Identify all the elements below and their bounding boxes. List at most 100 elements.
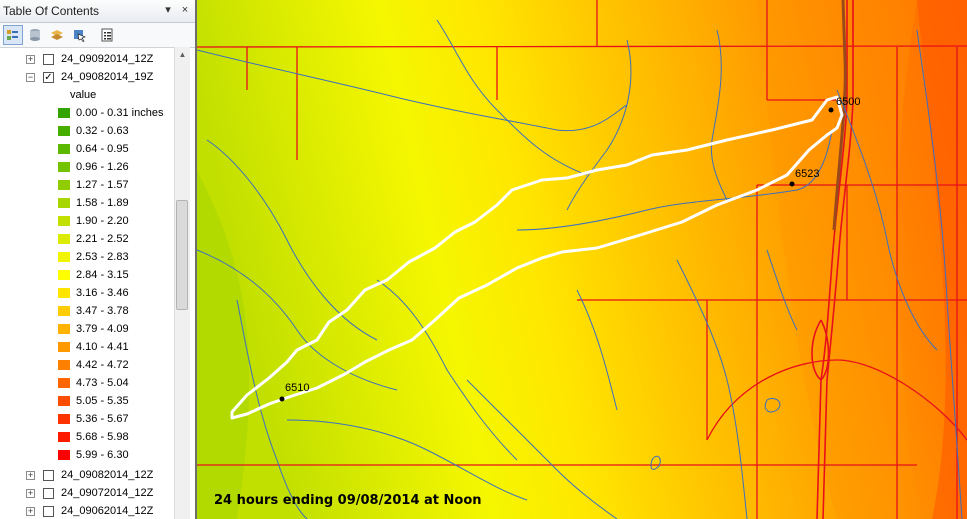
legend-label: 3.16 - 3.46 (76, 287, 129, 299)
legend-item[interactable]: 5.36 - 5.67 (0, 410, 174, 428)
legend-label: 5.68 - 5.98 (76, 431, 129, 443)
layer-visibility-checkbox[interactable] (43, 505, 54, 517)
legend-item[interactable]: 0.64 - 0.95 (0, 140, 174, 158)
legend-item[interactable]: 1.27 - 1.57 (0, 176, 174, 194)
list-by-source-icon[interactable] (25, 25, 45, 45)
map-view[interactable]: 6500 6523 6510 (197, 0, 967, 519)
legend-item[interactable]: 5.05 - 5.35 (0, 392, 174, 410)
expand-icon[interactable]: + (26, 469, 35, 480)
legend-label: 4.42 - 4.72 (76, 359, 129, 371)
legend-swatch[interactable] (58, 108, 70, 118)
layer-visibility-checkbox[interactable]: ✓ (43, 71, 54, 83)
legend-item[interactable]: 5.99 - 6.30 (0, 446, 174, 464)
legend-item[interactable]: 3.79 - 4.09 (0, 320, 174, 338)
legend-swatch[interactable] (58, 270, 70, 280)
expand-icon[interactable]: + (26, 53, 35, 64)
layer-row[interactable]: + 24_09062014_12Z (0, 502, 174, 519)
toc-scrollbar[interactable]: ▲ (174, 47, 190, 519)
legend-swatch[interactable] (58, 234, 70, 244)
list-by-selection-icon[interactable] (69, 25, 89, 45)
legend-swatch[interactable] (58, 450, 70, 460)
legend-item[interactable]: 3.16 - 3.46 (0, 284, 174, 302)
pin-dropdown-icon[interactable]: ▾ (165, 4, 171, 16)
gauge-6510[interactable]: 6510 (279, 382, 310, 402)
toc-toolbar (0, 23, 195, 48)
legend-item[interactable]: 2.84 - 3.15 (0, 266, 174, 284)
layer-name[interactable]: 24_09062014_12Z (61, 505, 154, 517)
expand-icon[interactable]: + (26, 505, 35, 516)
legend-swatch[interactable] (58, 126, 70, 136)
gauge-6500[interactable]: 6500 (828, 96, 861, 113)
legend-item[interactable]: 2.21 - 2.52 (0, 230, 174, 248)
precipitation-band (757, 0, 917, 519)
legend-item[interactable]: 0.96 - 1.26 (0, 158, 174, 176)
legend-swatch[interactable] (58, 252, 70, 262)
legend-item[interactable]: 1.58 - 1.89 (0, 194, 174, 212)
toc-title-bar: Table Of Contents ▾ × (0, 0, 195, 23)
legend-swatch[interactable] (58, 324, 70, 334)
legend-swatch[interactable] (58, 306, 70, 316)
scroll-up-arrow-icon[interactable]: ▲ (178, 50, 187, 59)
legend-swatch[interactable] (58, 432, 70, 442)
list-by-visibility-icon[interactable] (47, 25, 67, 45)
collapse-icon[interactable]: − (26, 71, 35, 82)
layer-row[interactable]: + 24_09082014_12Z (0, 466, 174, 484)
legend-swatch[interactable] (58, 342, 70, 352)
layer-row[interactable]: + 24_09092014_12Z (0, 50, 174, 68)
map-caption: 24 hours ending 09/08/2014 at Noon (214, 493, 482, 508)
layer-visibility-checkbox[interactable] (43, 53, 54, 65)
layer-name[interactable]: 24_09092014_12Z (61, 53, 154, 65)
legend-swatch[interactable] (58, 414, 70, 424)
legend-swatch[interactable] (58, 396, 70, 406)
legend-swatch[interactable] (58, 162, 70, 172)
legend-swatch[interactable] (58, 144, 70, 154)
gauge-6523[interactable]: 6523 (789, 168, 820, 187)
legend-item[interactable]: 1.90 - 2.20 (0, 212, 174, 230)
legend-item[interactable]: 2.53 - 2.83 (0, 248, 174, 266)
layer-name[interactable]: 24_09082014_19Z (61, 71, 154, 83)
legend: 0.00 - 0.31 inches 0.32 - 0.63 0.64 - 0.95… (0, 104, 174, 464)
legend-label: 0.64 - 0.95 (76, 143, 129, 155)
legend-item[interactable]: 4.42 - 4.72 (0, 356, 174, 374)
expand-icon[interactable]: + (26, 487, 35, 498)
legend-swatch[interactable] (58, 360, 70, 370)
toc-title: Table Of Contents (3, 4, 100, 18)
legend-item[interactable]: 0.32 - 0.63 (0, 122, 174, 140)
legend-label: 0.00 - 0.31 inches (76, 107, 164, 119)
legend-item[interactable]: 3.47 - 3.78 (0, 302, 174, 320)
legend-swatch[interactable] (58, 378, 70, 388)
legend-swatch[interactable] (58, 216, 70, 226)
layer-visibility-checkbox[interactable] (43, 469, 54, 481)
legend-swatch[interactable] (58, 180, 70, 190)
layer-name[interactable]: 24_09082014_12Z (61, 469, 154, 481)
highway (811, 0, 854, 519)
close-icon[interactable]: × (181, 4, 189, 16)
legend-item[interactable]: 0.00 - 0.31 inches (0, 104, 174, 122)
legend-item[interactable]: 4.10 - 4.41 (0, 338, 174, 356)
layer-row[interactable]: + 24_09072014_12Z (0, 484, 174, 502)
legend-label: 1.58 - 1.89 (76, 197, 129, 209)
legend-swatch[interactable] (58, 288, 70, 298)
legend-item[interactable]: 4.73 - 5.04 (0, 374, 174, 392)
layer-list: + 24_09092014_12Z − ✓ 24_09082014_19Z va… (0, 47, 174, 519)
list-by-drawing-order-icon[interactable] (3, 25, 23, 45)
precipitation-band (197, 170, 250, 519)
rail-line (832, 0, 847, 231)
legend-label: 2.21 - 2.52 (76, 233, 129, 245)
scroll-thumb[interactable] (176, 200, 188, 310)
legend-label: 5.99 - 6.30 (76, 449, 129, 461)
legend-swatch[interactable] (58, 198, 70, 208)
map-canvas[interactable]: 6500 6523 6510 (197, 0, 967, 519)
options-icon[interactable] (97, 25, 117, 45)
layer-visibility-checkbox[interactable] (43, 487, 54, 499)
legend-item[interactable]: 5.68 - 5.98 (0, 428, 174, 446)
layer-row[interactable]: − ✓ 24_09082014_19Z (0, 68, 174, 86)
layer-name[interactable]: 24_09072014_12Z (61, 487, 154, 499)
stream-network (197, 19, 963, 519)
legend-label: 4.73 - 5.04 (76, 377, 129, 389)
watershed-boundary (230, 95, 844, 420)
table-of-contents-panel: Table Of Contents ▾ × + 24_09092014_12Z … (0, 0, 197, 519)
legend-label: 2.53 - 2.83 (76, 251, 129, 263)
legend-label: 1.27 - 1.57 (76, 179, 129, 191)
gauge-label: 6500 (836, 96, 860, 108)
